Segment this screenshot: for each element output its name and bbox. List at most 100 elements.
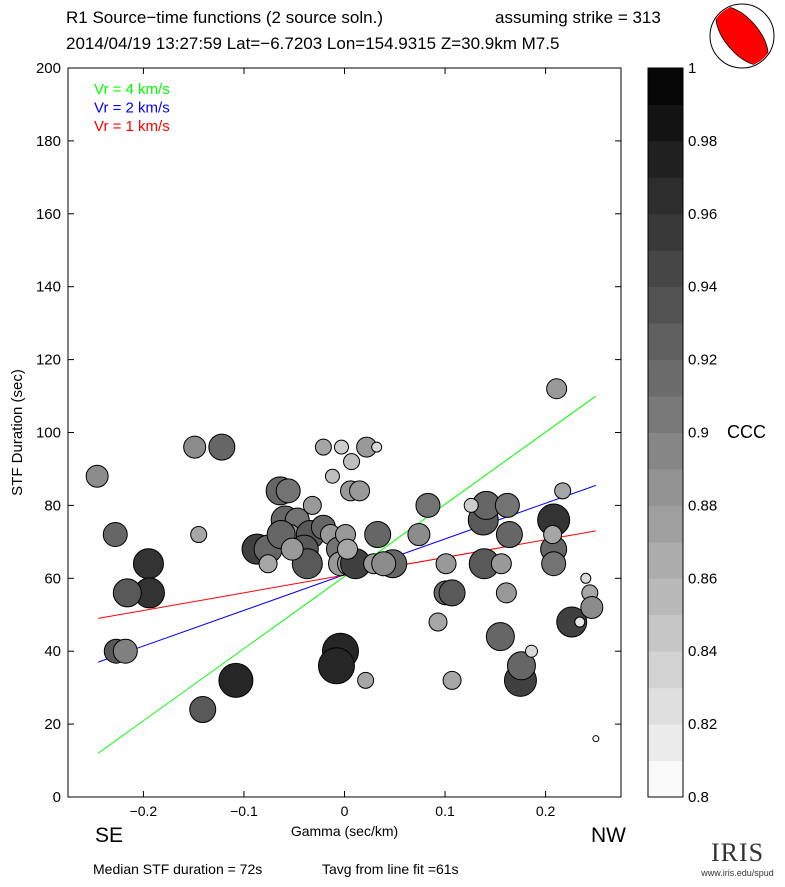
colorbar-step [648,468,683,506]
y-tick-label: 120 [36,352,61,369]
colorbar-step [648,286,683,324]
data-point [189,696,217,724]
x-tick-label: −0.1 [230,803,258,819]
colorbar-step [648,250,683,288]
colorbar-tick-label: 0.84 [688,643,717,660]
data-point [485,622,515,652]
y-tick-label: 180 [36,133,61,150]
data-point [280,537,304,561]
colorbar-frame [647,67,684,798]
colorbar-step [648,541,683,579]
data-point [407,523,431,547]
data-point [495,521,523,549]
strike-label: assuming strike = 313 [495,8,661,27]
chart-title: R1 Source−time functions (2 source soln.… [66,8,384,27]
data-point [208,433,236,461]
colorbar-step [648,614,683,652]
data-point [357,671,375,689]
data-point [494,492,520,518]
y-tick-label: 100 [36,425,61,442]
data-point [337,538,359,560]
data-point [314,438,332,456]
data-point [580,595,604,619]
x-axis-label: Gamma (sec/km) [291,823,398,839]
direction-label-se: SE [95,824,124,847]
y-tick-label: 140 [36,279,61,296]
data-point [349,480,371,502]
colorbar-step [648,505,683,543]
data-point [112,578,142,608]
data-point [435,553,457,575]
data-point [371,551,397,577]
direction-label-nw: NW [591,824,626,847]
colorbar-tick-label: 0.9 [688,425,709,442]
data-point [112,638,138,664]
plot-frame [67,67,622,798]
data-point [546,378,568,400]
colorbar-step [648,760,683,798]
colorbar-step [648,213,683,251]
legend-entry: Vr = 2 km/s [94,100,170,117]
x-tick-label: 0.1 [435,803,455,819]
data-point [495,582,517,604]
data-point [428,612,448,632]
x-tick-label: 0.2 [536,803,556,819]
data-point [541,551,567,577]
iris-url[interactable]: www.iris.edu/spud [701,868,774,878]
legend-entry: Vr = 1 km/s [94,118,170,135]
data-point [592,735,600,743]
y-tick-label: 20 [44,716,61,733]
colorbar-tick-label: 0.96 [688,206,717,223]
colorbar-step [648,323,683,361]
x-tick-label: −0.2 [130,803,158,819]
data-point [258,554,278,574]
data-point [371,441,383,453]
data-point [556,606,588,638]
colorbar-tick-label: 0.94 [688,279,717,296]
colorbar-step [648,432,683,470]
data-point [543,525,563,545]
legend: Vr = 4 km/s Vr = 2 km/sVr = 1 km/s [94,81,170,135]
y-tick-label: 40 [44,643,61,660]
data-point [574,616,586,628]
colorbar-step [648,140,683,178]
colorbar-tick-label: 0.98 [688,133,717,150]
colorbar-step [648,578,683,616]
data-point [438,579,466,607]
colorbar-step [648,359,683,397]
data-point [190,526,208,544]
colorbar-step [648,724,683,762]
colorbar-step [648,651,683,689]
colorbar-step [648,104,683,142]
colorbar-tick-label: 0.92 [688,352,717,369]
ccc-colorbar: 0.8 0.82 0.84 0.86 0.88 0.9 0.92 0.94 0.96 0.98 1 C… [647,60,766,806]
colorbar-step [648,687,683,725]
data-point [275,478,301,504]
y-tick-label: 200 [36,60,61,77]
data-point [302,495,322,515]
data-point [183,435,207,459]
data-point [343,453,361,471]
y-tick-label: 160 [36,206,61,223]
data-point [85,464,109,488]
legend-entry: Vr = 4 km/s [94,81,170,98]
y-axis-label: STF Duration (sec) [9,369,26,496]
data-point [442,670,462,690]
data-point [218,662,254,698]
colorbar-label: CCC [727,422,766,442]
event-info: 2014/04/19 13:27:59 Lat=−6.7203 Lon=154.… [66,34,560,53]
iris-logo-text: IRIS [710,838,765,867]
data-point [506,651,536,681]
beachball-icon [709,3,775,69]
colorbar-step [648,68,683,105]
iris-logo[interactable]: IRIS www.iris.edu/spud [700,838,775,878]
colorbar-tick-label: 0.8 [688,789,709,806]
y-tick-label: 80 [44,497,61,514]
x-tick-label: 0 [341,803,349,819]
colorbar-step [648,177,683,215]
axes: 0 20 40 60 80 100 120 140 160 180 200 −0.2 −0.1 0 0.1 0… [9,60,621,839]
data-point [317,647,355,685]
data-point [580,572,592,584]
y-tick-label: 0 [53,789,61,806]
